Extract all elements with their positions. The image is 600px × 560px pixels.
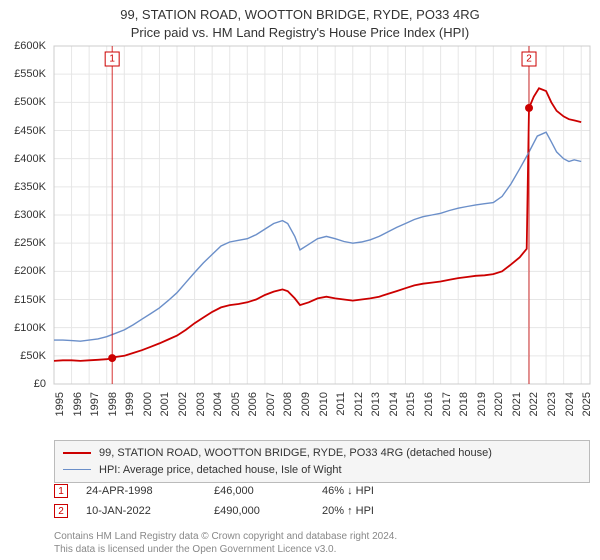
x-axis-tick-label: 2007 bbox=[265, 392, 277, 416]
y-axis-tick-label: £350K bbox=[14, 181, 46, 193]
x-axis-tick-label: 2025 bbox=[581, 392, 593, 416]
y-axis-tick-label: £400K bbox=[14, 153, 46, 165]
x-axis-tick-label: 1998 bbox=[107, 392, 119, 416]
x-axis-tick-label: 2022 bbox=[528, 392, 540, 416]
x-axis-tick-label: 2019 bbox=[476, 392, 488, 416]
chart-title-line2: Price paid vs. HM Land Registry's House … bbox=[0, 24, 600, 42]
x-axis-tick-label: 1997 bbox=[89, 392, 101, 416]
y-axis-tick-label: £600K bbox=[14, 40, 46, 52]
x-axis-tick-label: 2011 bbox=[335, 392, 347, 416]
x-axis-tick-label: 2020 bbox=[493, 392, 505, 416]
legend-label-hpi: HPI: Average price, detached house, Isle… bbox=[99, 462, 342, 479]
x-axis-labels: 1995 1996 1997 1998 1999 2000 2001 2002 2003 2004… bbox=[54, 388, 590, 438]
event-price: £46,000 bbox=[214, 485, 304, 497]
x-axis-tick-label: 1995 bbox=[54, 392, 66, 416]
legend-swatch-price bbox=[63, 452, 91, 454]
event-comparison: 46% ↓ HPI bbox=[322, 485, 374, 497]
y-axis-tick-label: £100K bbox=[14, 322, 46, 334]
y-axis-tick-label: £300K bbox=[14, 209, 46, 221]
x-axis-tick-label: 2012 bbox=[353, 392, 365, 416]
x-axis-tick-label: 2018 bbox=[458, 392, 470, 416]
y-axis-tick-label: £450K bbox=[14, 125, 46, 137]
x-axis-tick-label: 2013 bbox=[370, 392, 382, 416]
event-row: 1 24-APR-1998 £46,000 46% ↓ HPI bbox=[54, 484, 590, 498]
x-axis-tick-label: 1996 bbox=[72, 392, 84, 416]
legend-label-price: 99, STATION ROAD, WOOTTON BRIDGE, RYDE, … bbox=[99, 445, 492, 462]
x-axis-tick-label: 2010 bbox=[318, 392, 330, 416]
x-axis-tick-label: 2024 bbox=[564, 392, 576, 416]
y-axis-tick-label: £50K bbox=[20, 350, 46, 362]
legend-swatch-hpi bbox=[63, 469, 91, 470]
x-axis-tick-label: 2015 bbox=[405, 392, 417, 416]
legend-row-price: 99, STATION ROAD, WOOTTON BRIDGE, RYDE, … bbox=[63, 445, 581, 462]
x-axis-tick-label: 2004 bbox=[212, 392, 224, 416]
x-axis-tick-label: 1999 bbox=[124, 392, 136, 416]
x-axis-tick-label: 2001 bbox=[159, 392, 171, 416]
x-axis-tick-label: 2021 bbox=[511, 392, 523, 416]
x-axis-tick-label: 2008 bbox=[282, 392, 294, 416]
event-date: 10-JAN-2022 bbox=[86, 505, 196, 517]
event-date: 24-APR-1998 bbox=[86, 485, 196, 497]
event-comparison: 20% ↑ HPI bbox=[322, 505, 374, 517]
legend-row-hpi: HPI: Average price, detached house, Isle… bbox=[63, 462, 581, 479]
x-axis-tick-label: 2003 bbox=[195, 392, 207, 416]
x-axis-tick-label: 2002 bbox=[177, 392, 189, 416]
svg-text:2: 2 bbox=[526, 54, 532, 65]
chart-title-line1: 99, STATION ROAD, WOOTTON BRIDGE, RYDE, … bbox=[0, 6, 600, 24]
attribution-text: Contains HM Land Registry data © Crown c… bbox=[54, 530, 590, 556]
y-axis-tick-label: £150K bbox=[14, 294, 46, 306]
attribution-line2: This data is licensed under the Open Gov… bbox=[54, 543, 590, 556]
x-axis-tick-label: 2014 bbox=[388, 392, 400, 416]
y-axis-tick-label: £250K bbox=[14, 237, 46, 249]
event-marker-icon: 2 bbox=[54, 504, 68, 518]
event-row: 2 10-JAN-2022 £490,000 20% ↑ HPI bbox=[54, 504, 590, 518]
x-axis-tick-label: 2017 bbox=[441, 392, 453, 416]
chart-plot-area: 12 bbox=[54, 46, 590, 384]
event-list: 1 24-APR-1998 £46,000 46% ↓ HPI 2 10-JAN… bbox=[54, 484, 590, 524]
x-axis-tick-label: 2009 bbox=[300, 392, 312, 416]
x-axis-tick-label: 2000 bbox=[142, 392, 154, 416]
svg-text:1: 1 bbox=[109, 54, 115, 65]
legend-box: 99, STATION ROAD, WOOTTON BRIDGE, RYDE, … bbox=[54, 440, 590, 483]
chart-svg: 12 bbox=[54, 46, 590, 384]
x-axis-tick-label: 2005 bbox=[230, 392, 242, 416]
event-marker-icon: 1 bbox=[54, 484, 68, 498]
x-axis-tick-label: 2016 bbox=[423, 392, 435, 416]
y-axis-tick-label: £0 bbox=[34, 378, 46, 390]
y-axis-tick-label: £550K bbox=[14, 68, 46, 80]
chart-title-block: 99, STATION ROAD, WOOTTON BRIDGE, RYDE, … bbox=[0, 0, 600, 42]
attribution-line1: Contains HM Land Registry data © Crown c… bbox=[54, 530, 590, 543]
x-axis-tick-label: 2006 bbox=[247, 392, 259, 416]
event-price: £490,000 bbox=[214, 505, 304, 517]
y-axis-tick-label: £500K bbox=[14, 96, 46, 108]
y-axis-tick-label: £200K bbox=[14, 265, 46, 277]
x-axis-tick-label: 2023 bbox=[546, 392, 558, 416]
y-axis-labels: £0£50K£100K£150K£200K£250K£300K£350K£400… bbox=[0, 46, 50, 384]
chart-container: 99, STATION ROAD, WOOTTON BRIDGE, RYDE, … bbox=[0, 0, 600, 560]
